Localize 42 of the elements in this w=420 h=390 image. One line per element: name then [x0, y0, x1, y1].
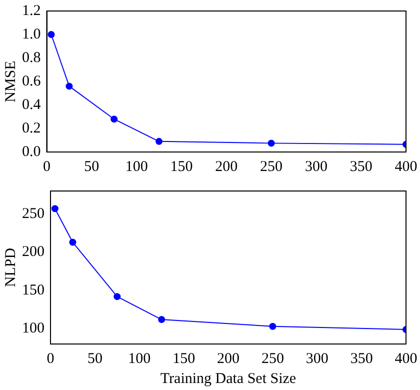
point: [66, 82, 73, 90]
point: [51, 205, 58, 212]
point: [156, 138, 163, 145]
x-tick-label: 0: [43, 158, 50, 175]
x-tick-label: 250: [260, 158, 283, 175]
x-tick-label: 150: [170, 158, 193, 175]
x-tick-label: 350: [350, 350, 373, 367]
point: [114, 293, 121, 300]
y-tick-label: 0.6: [22, 73, 42, 90]
x-tick-label: 350: [350, 158, 372, 175]
y-tick-label: 150: [22, 282, 44, 298]
x-tick-label: 150: [172, 350, 196, 367]
x-tick-label: 300: [306, 350, 328, 367]
x-tick-label: 250: [261, 350, 284, 367]
x-tick-label: 0: [46, 350, 54, 367]
y-tick-label: 1.2: [22, 2, 41, 19]
point: [48, 31, 55, 38]
x-tick-label: 50: [84, 158, 100, 175]
y-tick-label: 200: [22, 244, 44, 260]
y-axis-title: NLPD: [2, 248, 19, 288]
y-axis-title: NMSE: [2, 60, 19, 102]
x-axis-title: Training Data Set Size: [160, 370, 296, 387]
point: [268, 140, 275, 147]
x-tick-label: 400: [394, 350, 418, 367]
x-tick-label: 400: [394, 158, 418, 175]
x-tick-label: 100: [125, 158, 148, 175]
y-tick-label: 0.2: [22, 120, 41, 136]
x-tick-label: 100: [128, 350, 151, 367]
point: [69, 238, 76, 246]
x-tick-label: 200: [215, 158, 238, 175]
y-tick-label: 0.4: [22, 96, 42, 113]
y-tick-label: 100: [22, 320, 44, 337]
y-tick-label: 0.8: [22, 50, 41, 66]
x-tick-label: 300: [304, 158, 328, 175]
point: [110, 116, 118, 123]
y-tick-label: 0.0: [22, 144, 41, 160]
x-tick-label: 200: [217, 350, 240, 367]
point: [269, 322, 276, 330]
x-tick-label: 50: [87, 350, 102, 367]
y-tick-label: 250: [22, 206, 44, 222]
y-tick-label: 1.0: [22, 26, 41, 42]
point: [158, 316, 166, 324]
